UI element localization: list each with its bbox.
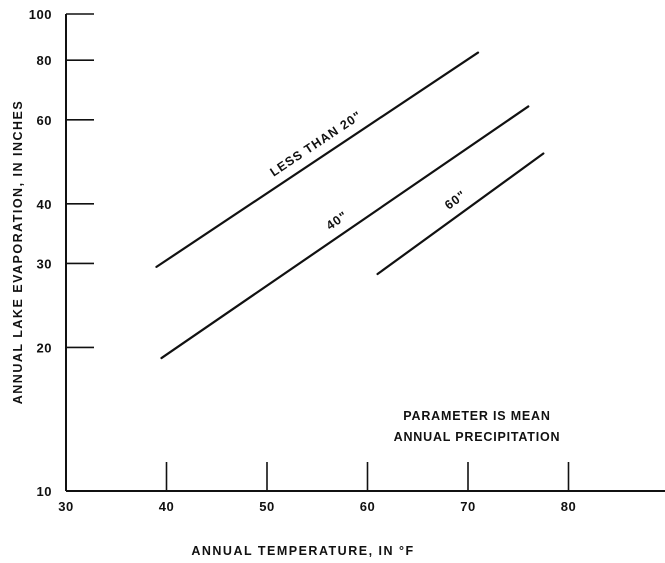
y-tick-label: 100 (29, 7, 52, 22)
x-axis-title: ANNUAL TEMPERATURE, IN °F (191, 544, 414, 558)
y-tick-label: 60 (37, 113, 52, 128)
y-tick-label: 20 (37, 340, 52, 355)
series-label: 40" (324, 208, 351, 232)
ticks: 10 20 30 40 60 80 100 30 40 50 60 70 80 (29, 7, 576, 514)
axes (65, 14, 665, 492)
series (155, 51, 545, 360)
x-tick-label: 70 (460, 499, 475, 514)
y-tick-label: 80 (37, 53, 52, 68)
annotation-line-2: ANNUAL PRECIPITATION (394, 430, 561, 444)
x-tick-label: 50 (259, 499, 274, 514)
x-tick-label: 60 (360, 499, 375, 514)
series-line (155, 51, 480, 268)
y-axis-title: ANNUAL LAKE EVAPORATION, IN INCHES (11, 100, 25, 405)
x-tick-label: 80 (561, 499, 576, 514)
y-tick-label: 40 (37, 197, 52, 212)
series-label: 60" (442, 188, 469, 213)
annotation-line-1: PARAMETER IS MEAN (403, 409, 550, 423)
series-label: LESS THAN 20" (267, 108, 364, 179)
x-tick-label: 30 (58, 499, 73, 514)
y-tick-label: 10 (37, 484, 52, 499)
series-line (160, 105, 530, 360)
x-tick-label: 40 (159, 499, 174, 514)
series-line (376, 152, 545, 276)
y-tick-label: 30 (37, 256, 52, 271)
